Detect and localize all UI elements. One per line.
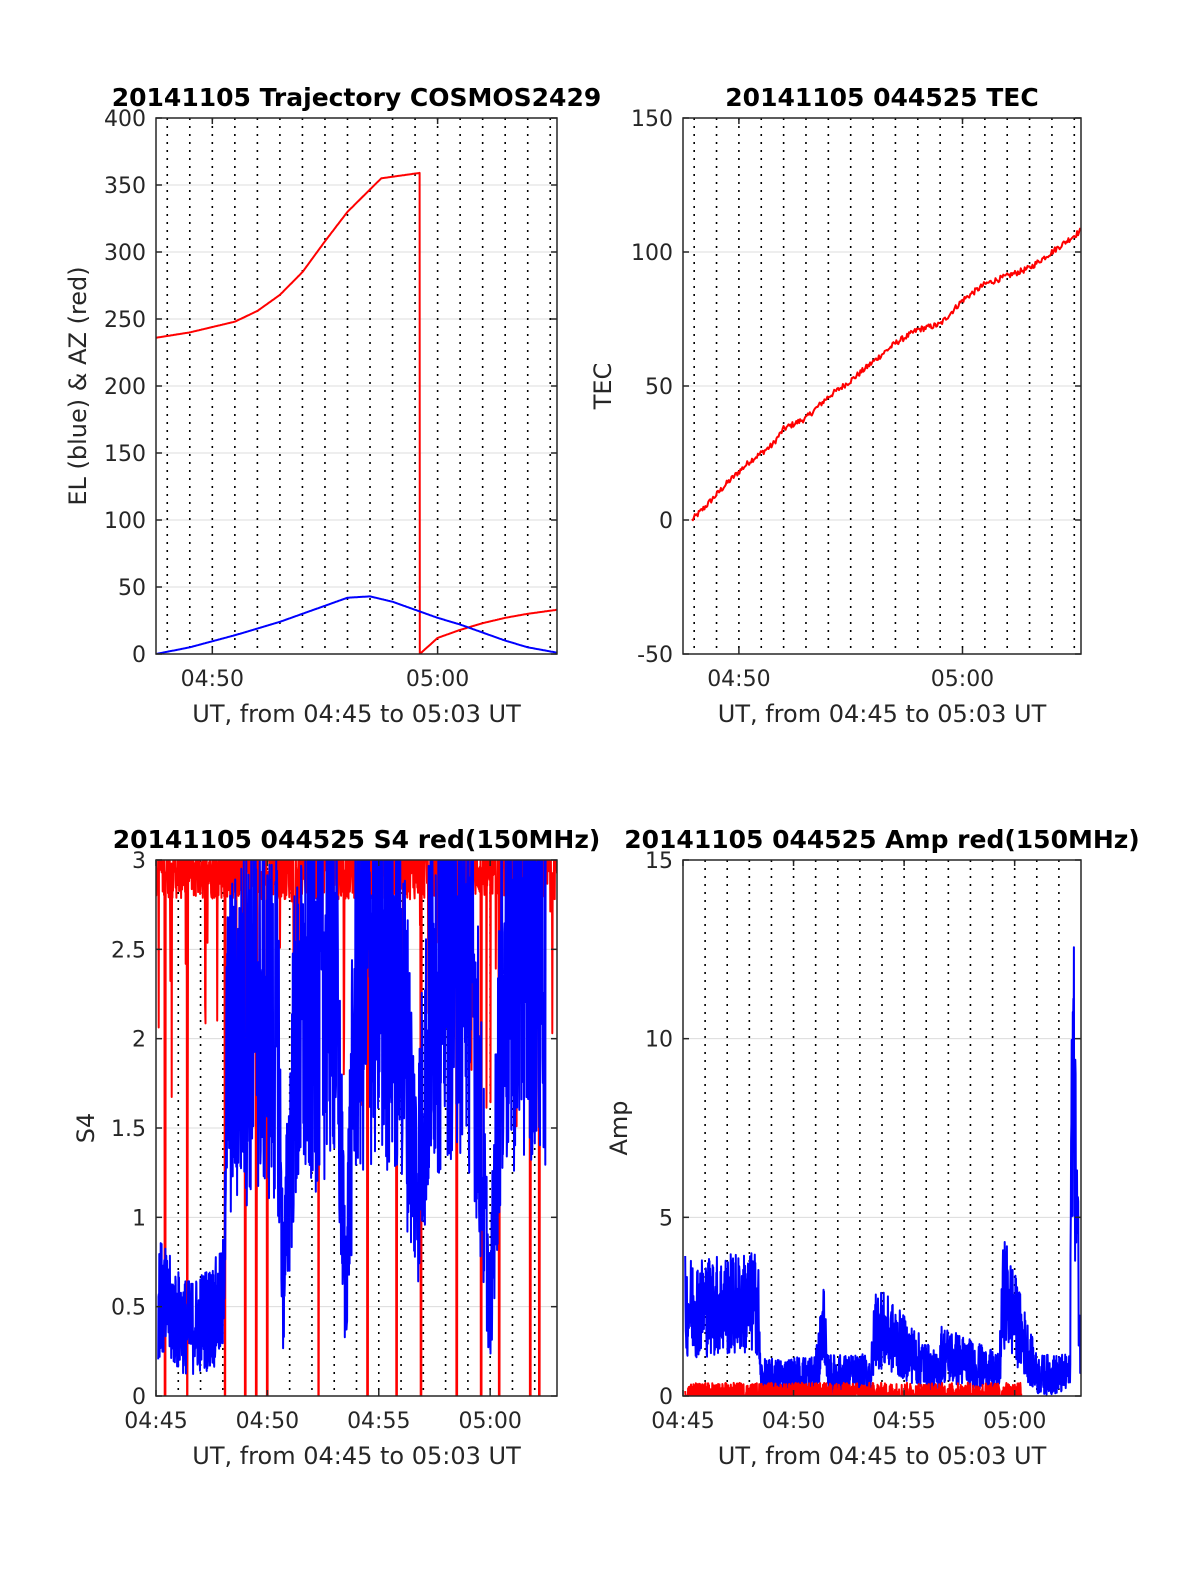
y-tick-label: 150 [631, 107, 673, 132]
plot-area [156, 860, 557, 1396]
x-tick-label: 04:50 [181, 667, 244, 692]
x-tick-label: 05:00 [458, 1409, 521, 1434]
x-tick-label: 04:50 [762, 1409, 825, 1434]
y-tick-label: 200 [104, 375, 146, 400]
chart-2: -50 0 50 100 150 04:50 05:00 20141105 044525 TE… [589, 83, 1082, 728]
plot-area [156, 171, 557, 654]
x-tick-label: 05:00 [931, 667, 994, 692]
chart-title: 20141105 044525 TEC [725, 83, 1038, 112]
x-axis-label: UT, from 04:45 to 05:03 UT [192, 700, 521, 728]
y-tick-label: -50 [637, 643, 673, 668]
y-axis-label: EL (blue) & AZ (red) [64, 266, 92, 505]
series-blue-line [684, 946, 1081, 1396]
x-axis-label: UT, from 04:45 to 05:03 UT [718, 1442, 1047, 1470]
y-tick-label: 250 [104, 308, 146, 333]
series-red-line [156, 171, 557, 654]
y-axis-label: TEC [589, 363, 617, 411]
y-tick-label: 100 [631, 241, 673, 266]
chart-title: 20141105 Trajectory COSMOS2429 [112, 83, 602, 112]
series-blue-line [156, 595, 557, 654]
y-tick-label: 100 [104, 509, 146, 534]
plot-area [691, 227, 1081, 522]
y-tick-label: 0 [659, 1385, 673, 1410]
axes-box [682, 859, 1082, 1397]
x-tick-label: 04:50 [236, 1409, 299, 1434]
chart-1: 0 50 100 150 200 250 300 350 400 04:50 05:00 201411… [64, 83, 601, 728]
y-tick-label: 2.5 [111, 938, 146, 963]
y-tick-label: 50 [645, 375, 673, 400]
x-tick-label: 04:45 [124, 1409, 187, 1434]
x-tick-label: 05:00 [406, 667, 469, 692]
chart-title: 20141105 044525 Amp red(150MHz) [624, 825, 1140, 854]
y-tick-label: 150 [104, 442, 146, 467]
series-blue-line [157, 860, 547, 1375]
series-red-line [691, 227, 1081, 522]
y-tick-label: 1 [132, 1206, 146, 1231]
y-tick-label: 50 [118, 576, 146, 601]
x-tick-label: 04:45 [651, 1409, 714, 1434]
plot-area [684, 946, 1081, 1396]
y-axis-label: S4 [72, 1113, 100, 1144]
y-tick-label: 350 [104, 174, 146, 199]
x-tick-label: 04:50 [707, 667, 770, 692]
chart-3: 0 0.5 1 1.5 2 2.5 3 04:45 04:50 04:55 05:00 2014110… [72, 825, 601, 1470]
y-tick-label: 10 [645, 1028, 673, 1053]
y-tick-label: 0 [132, 643, 146, 668]
y-tick-label: 5 [659, 1206, 673, 1231]
y-tick-label: 0 [132, 1385, 146, 1410]
x-tick-label: 05:00 [983, 1409, 1046, 1434]
x-tick-label: 04:55 [872, 1409, 935, 1434]
series-red-line [684, 1381, 1023, 1396]
y-tick-label: 0 [659, 509, 673, 534]
y-axis-label: Amp [605, 1100, 633, 1155]
y-tick-label: 0.5 [111, 1296, 146, 1321]
y-tick-label: 1.5 [111, 1117, 146, 1142]
x-axis-label: UT, from 04:45 to 05:03 UT [718, 700, 1047, 728]
y-tick-label: 300 [104, 241, 146, 266]
y-tick-label: 15 [645, 849, 673, 874]
x-tick-label: 04:55 [347, 1409, 410, 1434]
y-tick-label: 3 [132, 849, 146, 874]
chart-title: 20141105 044525 S4 red(150MHz) [113, 825, 601, 854]
x-axis-label: UT, from 04:45 to 05:03 UT [192, 1442, 521, 1470]
series-red-line [156, 860, 557, 1396]
y-tick-label: 2 [132, 1028, 146, 1053]
y-tick-label: 400 [104, 107, 146, 132]
chart-4: 0 5 10 15 04:45 04:50 04:55 05:00 20141105 04452… [605, 825, 1140, 1470]
